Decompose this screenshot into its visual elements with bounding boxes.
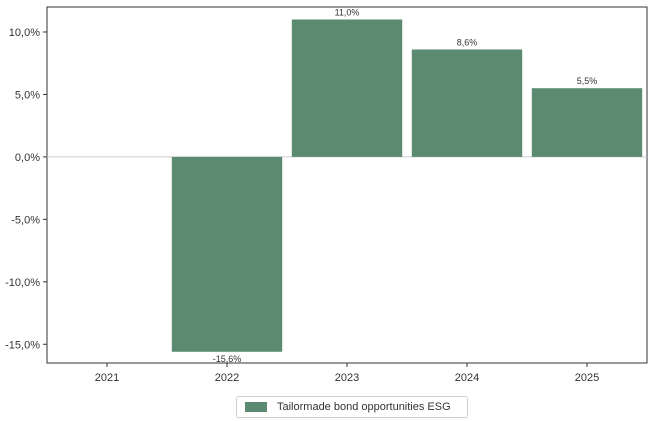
y-axis: 10,0% 5,0% 0,0% -5,0% -10,0% -15,0% xyxy=(5,27,47,351)
y-tick-label: -10,0% xyxy=(5,277,40,289)
bars xyxy=(171,19,643,352)
y-tick-label: -5,0% xyxy=(11,214,40,226)
data-label-2024: 8,6% xyxy=(457,37,478,47)
bar-2023 xyxy=(291,19,403,157)
legend-swatch xyxy=(245,402,267,412)
y-tick-label: 10,0% xyxy=(9,27,40,39)
y-tick-label: 5,0% xyxy=(15,89,40,101)
data-label-2022: -15,6% xyxy=(213,354,242,364)
y-tick-label: -15,0% xyxy=(5,339,40,351)
x-axis: 2021 2022 2023 2024 2025 xyxy=(95,363,599,384)
bar-2024 xyxy=(411,49,523,157)
legend-label: Tailormade bond opportunities ESG xyxy=(277,401,451,413)
x-tick-label: 2023 xyxy=(335,372,359,384)
bar-2025 xyxy=(531,88,643,157)
bar-labels: -15,6% 11,0% 8,6% 5,5% xyxy=(213,7,598,363)
x-tick-label: 2021 xyxy=(95,372,119,384)
x-tick-label: 2025 xyxy=(575,372,599,384)
x-tick-label: 2024 xyxy=(455,372,479,384)
y-tick-label: 0,0% xyxy=(15,152,40,164)
legend: Tailormade bond opportunities ESG xyxy=(236,396,468,418)
x-tick-label: 2022 xyxy=(215,372,239,384)
data-label-2025: 5,5% xyxy=(577,76,598,86)
data-label-2023: 11,0% xyxy=(335,7,360,17)
bar-2022 xyxy=(171,156,283,352)
